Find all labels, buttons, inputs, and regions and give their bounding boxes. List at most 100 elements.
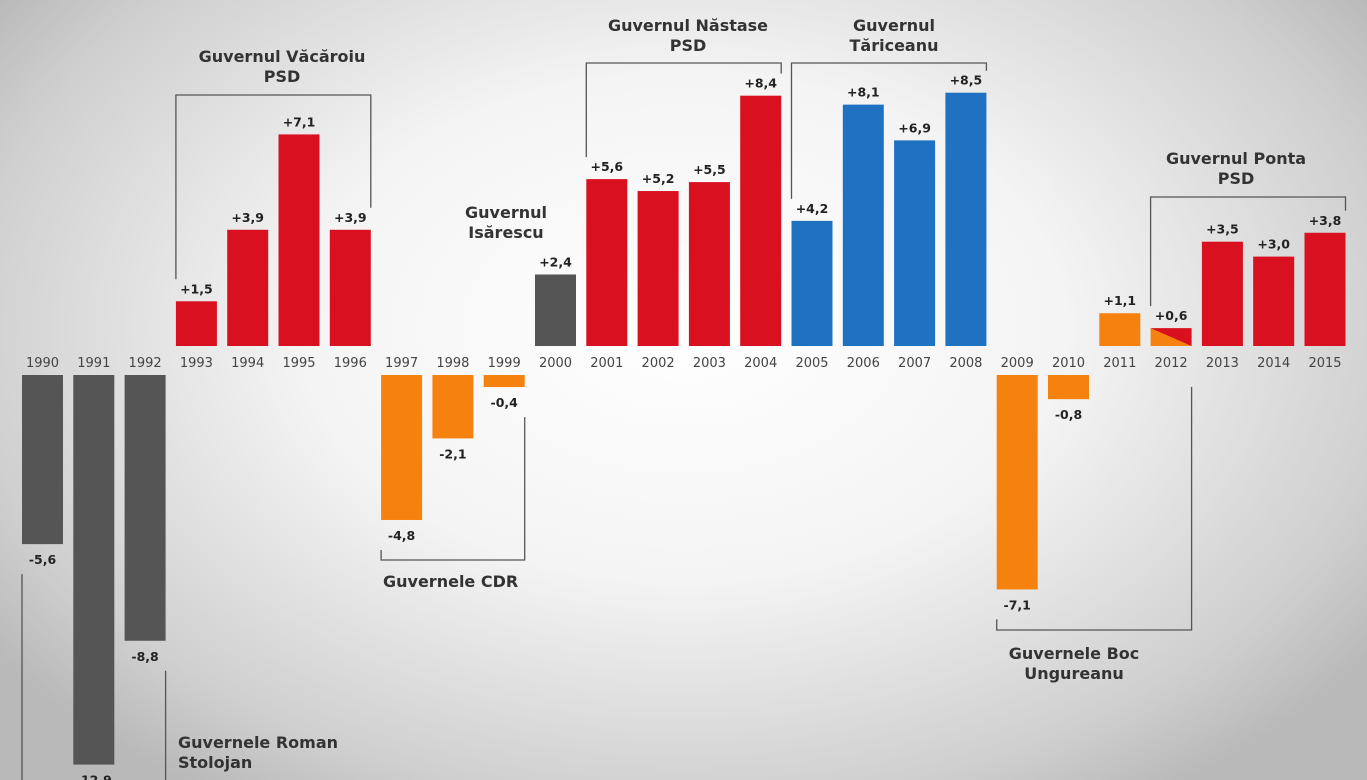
- government-label-ponta-line-2: PSD: [1218, 169, 1255, 188]
- value-label-2005: +4,2: [796, 201, 829, 216]
- value-label-2007: +6,9: [898, 120, 931, 135]
- bar-2012: [1150, 328, 1192, 346]
- bar-2002: [637, 191, 679, 346]
- government-label-vacaroiu-line-2: PSD: [264, 67, 301, 86]
- value-label-2013: +3,5: [1206, 222, 1239, 237]
- year-label-2003: 2003: [693, 356, 726, 371]
- government-label-nastase-line-1: Guvernul Năstase: [608, 16, 768, 35]
- year-label-1995: 1995: [282, 356, 315, 371]
- bar-2013: [1201, 241, 1243, 346]
- year-label-1991: 1991: [77, 356, 110, 371]
- value-label-2006: +8,1: [847, 85, 880, 100]
- bracket-boc: [996, 386, 1193, 631]
- year-label-1998: 1998: [436, 356, 469, 371]
- year-label-2005: 2005: [795, 356, 828, 371]
- value-label-1993: +1,5: [180, 281, 213, 296]
- bar-2009: [996, 375, 1038, 590]
- value-label-1997: -4,8: [388, 528, 415, 543]
- value-label-2009: -7,1: [1004, 597, 1031, 612]
- year-label-1994: 1994: [231, 356, 264, 371]
- bar-2007: [894, 140, 936, 346]
- bar-1998: [432, 375, 474, 439]
- government-label-tariceanu-line-1: Guvernul: [853, 16, 935, 35]
- bracket-tariceanu: [790, 62, 988, 199]
- bar-2011: [1099, 313, 1141, 346]
- year-label-2000: 2000: [539, 356, 572, 371]
- value-label-2001: +5,6: [590, 159, 623, 174]
- value-label-2015: +3,8: [1309, 213, 1342, 228]
- year-label-1999: 1999: [488, 356, 521, 371]
- year-label-2013: 2013: [1206, 356, 1239, 371]
- year-label-2008: 2008: [949, 356, 982, 371]
- value-label-1990: -5,6: [29, 552, 57, 567]
- year-label-2010: 2010: [1052, 356, 1085, 371]
- year-label-2006: 2006: [847, 356, 880, 371]
- year-label-2004: 2004: [744, 356, 777, 371]
- bar-1994: [227, 229, 269, 346]
- bars-layer: [22, 92, 1346, 765]
- bar-1996: [329, 229, 371, 346]
- government-label-isarescu-line-1: Guvernul: [465, 203, 547, 222]
- bracket-vacaroiu: [175, 94, 372, 280]
- brackets-layer: [21, 62, 1347, 780]
- government-label-roman-line-1: Guvernele Roman: [178, 733, 338, 752]
- value-label-1991: -12,9: [76, 773, 112, 780]
- government-label-boc: Guvernele Boc Ungureanu: [1009, 644, 1140, 683]
- year-label-2001: 2001: [590, 356, 623, 371]
- year-label-2009: 2009: [1001, 356, 1034, 371]
- government-label-isarescu-line-2: Isărescu: [468, 223, 543, 242]
- value-label-2011: +1,1: [1103, 293, 1136, 308]
- value-label-2004: +8,4: [744, 76, 777, 91]
- government-label-boc-line-2: Ungureanu: [1024, 664, 1124, 683]
- value-label-2014: +3,0: [1257, 237, 1290, 252]
- value-label-2012: +0,6: [1155, 308, 1188, 323]
- value-label-1992: -8,8: [131, 649, 158, 664]
- value-label-1995: +7,1: [283, 114, 316, 129]
- government-label-cdr-line-1: Guvernele CDR: [383, 572, 518, 591]
- bar-1997: [381, 375, 423, 520]
- value-label-1998: -2,1: [439, 446, 466, 461]
- bar-1993: [175, 301, 217, 346]
- value-label-1996: +3,9: [334, 210, 367, 225]
- year-label-2011: 2011: [1103, 356, 1136, 371]
- government-label-vacaroiu: Guvernul Văcăroiu PSD: [199, 47, 366, 86]
- bar-1990: [22, 375, 63, 545]
- government-label-boc-line-1: Guvernele Boc: [1009, 644, 1140, 663]
- labels-layer: -5,6 1990 -12,9 1991 -8,8 1992 +1,5 1993 +3,9 199…: [26, 16, 1342, 780]
- government-label-cdr: Guvernele CDR: [383, 572, 518, 591]
- bar-1999: [483, 375, 525, 388]
- year-label-1997: 1997: [385, 356, 418, 371]
- government-label-roman: Guvernele Roman Stolojan: [178, 733, 338, 772]
- year-label-2015: 2015: [1308, 356, 1341, 371]
- bar-1995: [278, 134, 320, 346]
- government-label-vacaroiu-line-1: Guvernul Văcăroiu: [199, 47, 366, 66]
- government-label-isarescu: Guvernul Isărescu: [465, 203, 547, 242]
- government-label-nastase-line-2: PSD: [670, 36, 707, 55]
- bracket-ponta: [1149, 196, 1347, 307]
- value-label-2010: -0,8: [1055, 407, 1082, 422]
- value-label-1994: +3,9: [231, 210, 264, 225]
- value-label-2003: +5,5: [693, 162, 726, 177]
- year-label-1992: 1992: [129, 356, 162, 371]
- government-label-roman-line-2: Stolojan: [178, 753, 252, 772]
- bar-2006: [842, 104, 884, 347]
- value-label-1999: -0,4: [491, 395, 519, 410]
- bar-2000: [535, 274, 576, 346]
- government-label-tariceanu-line-2: Tăriceanu: [850, 36, 939, 55]
- bar-2004: [740, 95, 782, 347]
- bar-2015: [1304, 232, 1346, 346]
- value-label-2008: +8,5: [950, 73, 983, 88]
- year-label-2014: 2014: [1257, 356, 1290, 371]
- value-label-2002: +5,2: [642, 171, 675, 186]
- bar-2001: [586, 179, 628, 346]
- bar-2010: [1048, 375, 1089, 400]
- bar-2008: [945, 92, 987, 346]
- bar-2014: [1253, 256, 1295, 346]
- government-label-ponta-line-1: Guvernul Ponta: [1166, 149, 1306, 168]
- bar-2003: [688, 182, 730, 346]
- year-label-2002: 2002: [642, 356, 675, 371]
- government-label-ponta: Guvernul Ponta PSD: [1166, 149, 1306, 188]
- bracket-nastase: [585, 62, 782, 158]
- year-label-2007: 2007: [898, 356, 931, 371]
